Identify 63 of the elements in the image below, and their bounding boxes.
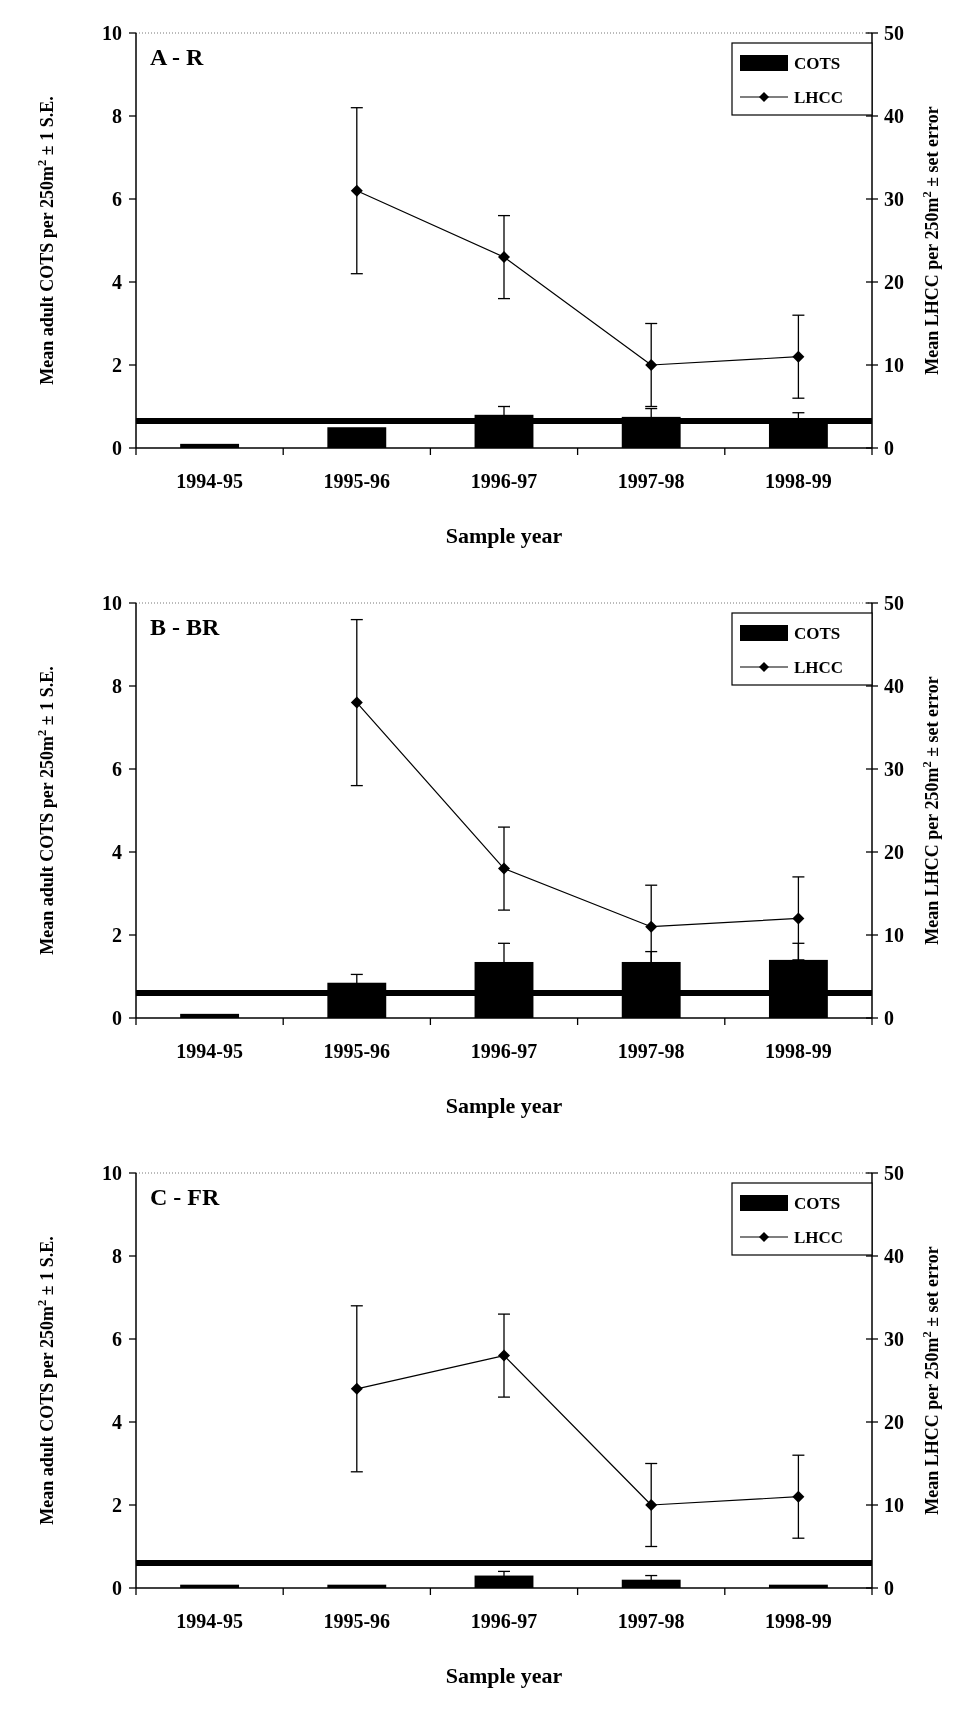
y-tick-label: 8 xyxy=(112,105,122,127)
y2-tick-label: 20 xyxy=(884,271,904,293)
y-tick-label: 4 xyxy=(112,841,122,863)
chart-title: C - FR xyxy=(150,1184,220,1210)
y2-tick-label: 20 xyxy=(884,841,904,863)
y2-tick-label: 10 xyxy=(884,924,904,946)
x-tick-label: 1995-96 xyxy=(323,1040,391,1062)
y2-tick-label: 50 xyxy=(884,22,904,44)
y2-tick-label: 10 xyxy=(884,1494,904,1516)
x-tick-label: 1997-98 xyxy=(617,470,685,492)
y2-tick-label: 50 xyxy=(884,1162,904,1184)
x-axis-title: Sample year xyxy=(445,1663,563,1688)
y-tick-label: 0 xyxy=(112,1007,122,1029)
legend-label: LHCC xyxy=(794,1228,844,1247)
y-tick-label: 2 xyxy=(112,924,122,946)
x-tick-label: 1995-96 xyxy=(323,470,391,492)
y-tick-label: 0 xyxy=(112,1577,122,1599)
y-tick-label: 2 xyxy=(112,1494,122,1516)
x-tick-label: 1995-96 xyxy=(323,1610,391,1632)
y-tick-label: 2 xyxy=(112,354,122,376)
y-tick-label: 10 xyxy=(102,22,122,44)
x-tick-label: 1997-98 xyxy=(617,1610,685,1632)
y2-tick-label: 0 xyxy=(884,437,894,459)
y2-tick-label: 50 xyxy=(884,592,904,614)
x-tick-label: 1998-99 xyxy=(765,470,832,492)
chart-title: A - R xyxy=(150,44,204,70)
legend-label: LHCC xyxy=(794,88,844,107)
y2-tick-label: 30 xyxy=(884,1328,904,1350)
y-tick-label: 10 xyxy=(102,592,122,614)
y2-tick-label: 0 xyxy=(884,1007,894,1029)
x-tick-label: 1996-97 xyxy=(470,1040,538,1062)
chart-title: B - BR xyxy=(150,614,221,640)
x-axis-title: Sample year xyxy=(445,1093,563,1118)
y-tick-label: 8 xyxy=(112,675,122,697)
y-tick-label: 0 xyxy=(112,437,122,459)
x-tick-label: 1998-99 xyxy=(765,1040,832,1062)
x-axis-title: Sample year xyxy=(445,523,563,548)
legend-label: COTS xyxy=(794,1194,841,1213)
y-tick-label: 10 xyxy=(102,1162,122,1184)
x-tick-label: 1997-98 xyxy=(617,1040,685,1062)
y-tick-label: 8 xyxy=(112,1245,122,1267)
y2-tick-label: 40 xyxy=(884,1245,904,1267)
y-tick-label: 4 xyxy=(112,271,122,293)
x-tick-label: 1994-95 xyxy=(176,470,243,492)
x-tick-label: 1994-95 xyxy=(176,1610,243,1632)
x-tick-label: 1994-95 xyxy=(176,1040,243,1062)
x-tick-label: 1996-97 xyxy=(470,470,538,492)
legend-label: LHCC xyxy=(794,658,844,677)
y-tick-label: 6 xyxy=(112,758,122,780)
legend-label: COTS xyxy=(794,54,841,73)
x-tick-label: 1998-99 xyxy=(765,1610,832,1632)
y2-tick-label: 0 xyxy=(884,1577,894,1599)
legend-label: COTS xyxy=(794,624,841,643)
x-tick-label: 1996-97 xyxy=(470,1610,538,1632)
y2-tick-label: 40 xyxy=(884,105,904,127)
y-tick-label: 6 xyxy=(112,188,122,210)
y2-tick-label: 10 xyxy=(884,354,904,376)
y2-tick-label: 40 xyxy=(884,675,904,697)
y-tick-label: 4 xyxy=(112,1411,122,1433)
y2-tick-label: 20 xyxy=(884,1411,904,1433)
y2-tick-label: 30 xyxy=(884,758,904,780)
y-tick-label: 6 xyxy=(112,1328,122,1350)
y2-tick-label: 30 xyxy=(884,188,904,210)
